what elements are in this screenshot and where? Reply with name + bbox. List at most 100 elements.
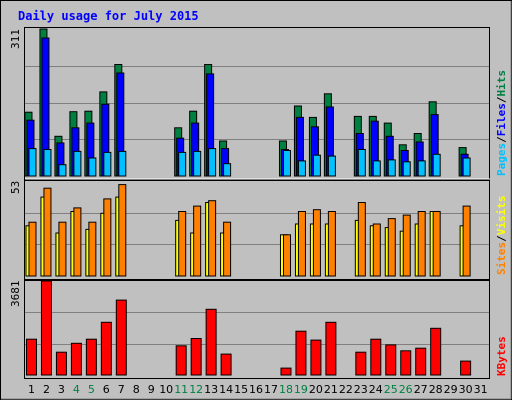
max-label-hits: 311	[9, 29, 22, 49]
legend-hits: Hits	[495, 70, 508, 97]
bar-pages-day-27	[417, 160, 426, 177]
legend-files: Files	[495, 103, 508, 136]
bar-sites-day-3	[58, 221, 67, 277]
chart-title: Daily usage for July 2015	[18, 9, 199, 23]
bar-sites-day-18	[282, 234, 291, 277]
bar-pages-day-6	[103, 151, 112, 177]
bar-kbytes-day-12	[190, 338, 202, 376]
x-label-day-6: 6	[103, 383, 110, 396]
x-label-day-22: 22	[339, 383, 353, 396]
bar-kbytes-day-4	[70, 342, 82, 376]
legend-hits-files-pages: Pages/Files/Hits	[495, 70, 508, 176]
x-label-day-2: 2	[43, 383, 50, 396]
x-label-day-12: 12	[189, 383, 203, 396]
bar-pages-day-1	[28, 148, 37, 177]
bar-sites-day-24	[372, 223, 381, 277]
bar-kbytes-day-3	[55, 351, 67, 376]
bar-pages-day-5	[88, 157, 97, 177]
bar-pages-day-24	[372, 160, 381, 177]
bar-kbytes-day-24	[370, 338, 382, 376]
legend-sites: Sites	[495, 242, 508, 275]
bar-pages-day-23	[357, 149, 366, 177]
bar-sites-day-28	[432, 211, 441, 277]
x-label-day-20: 20	[309, 383, 323, 396]
x-label-day-23: 23	[354, 383, 368, 396]
bar-sites-day-2	[43, 187, 52, 277]
x-label-day-17: 17	[264, 383, 278, 396]
bar-kbytes-day-7	[115, 299, 127, 376]
legend-sep-1: /	[495, 136, 508, 143]
legend-pages: Pages	[495, 143, 508, 176]
bar-kbytes-day-6	[100, 321, 112, 376]
bar-sites-day-12	[193, 205, 202, 277]
x-label-day-14: 14	[219, 383, 233, 396]
bar-kbytes-day-11	[175, 345, 187, 376]
x-label-day-19: 19	[294, 383, 308, 396]
bar-sites-day-21	[327, 211, 336, 277]
bar-kbytes-day-21	[325, 321, 337, 376]
bar-pages-day-30	[462, 157, 471, 177]
bar-kbytes-day-25	[385, 344, 397, 376]
bar-kbytes-day-23	[355, 351, 367, 376]
bar-sites-day-5	[88, 221, 97, 277]
x-label-day-26: 26	[399, 383, 413, 396]
legend-sep-2: /	[495, 96, 508, 103]
max-label-kbytes: 3681	[9, 281, 22, 308]
bar-pages-day-28	[432, 153, 441, 177]
bar-pages-day-3	[58, 164, 67, 177]
bar-kbytes-day-18	[280, 367, 292, 376]
bar-sites-day-26	[402, 214, 411, 277]
max-label-visits: 53	[9, 181, 22, 194]
bar-pages-day-4	[73, 150, 82, 177]
x-label-day-7: 7	[118, 383, 125, 396]
x-label-day-4: 4	[73, 383, 80, 396]
bar-kbytes-day-30	[460, 360, 472, 376]
bar-sites-day-1	[28, 221, 37, 277]
bars	[24, 28, 472, 376]
x-label-day-24: 24	[369, 383, 383, 396]
x-label-day-18: 18	[279, 383, 293, 396]
bar-pages-day-19	[297, 160, 306, 177]
bar-kbytes-day-28	[430, 327, 442, 376]
x-label-day-3: 3	[58, 383, 65, 396]
bar-pages-day-2	[43, 149, 52, 177]
bar-pages-day-21	[327, 155, 336, 177]
legend-visits: Visits	[495, 196, 508, 236]
x-label-day-9: 9	[148, 383, 155, 396]
x-label-day-5: 5	[88, 383, 95, 396]
bar-kbytes-day-26	[400, 350, 412, 376]
bar-pages-day-13	[208, 148, 217, 177]
bar-kbytes-day-2	[40, 280, 52, 376]
bar-pages-day-11	[178, 151, 187, 177]
x-label-day-28: 28	[429, 383, 443, 396]
bar-pages-day-14	[223, 163, 232, 177]
x-label-day-13: 13	[204, 383, 218, 396]
legend-visits-sites: Sites/Visits	[495, 196, 508, 276]
bar-kbytes-day-19	[295, 330, 307, 376]
x-label-day-30: 30	[459, 383, 473, 396]
bar-kbytes-day-5	[85, 338, 97, 376]
bar-sites-day-25	[387, 218, 396, 277]
bar-pages-day-18	[282, 150, 291, 177]
bar-sites-day-11	[178, 211, 187, 277]
x-label-day-1: 1	[28, 383, 35, 396]
legend-kbytes: KBytes	[495, 336, 508, 376]
bar-kbytes-day-27	[415, 347, 427, 376]
bar-sites-day-4	[73, 207, 82, 277]
bar-sites-day-20	[312, 209, 321, 277]
bar-pages-day-25	[387, 159, 396, 177]
x-label-day-11: 11	[174, 383, 188, 396]
x-label-day-16: 16	[249, 383, 263, 396]
bar-sites-day-27	[417, 211, 426, 277]
x-label-day-10: 10	[159, 383, 173, 396]
x-label-day-21: 21	[324, 383, 338, 396]
bar-sites-day-19	[297, 211, 306, 277]
legend-sep-3: /	[495, 235, 508, 242]
bar-sites-day-6	[103, 198, 112, 277]
bar-sites-day-23	[357, 202, 366, 277]
bar-pages-day-20	[312, 154, 321, 177]
bar-kbytes-day-14	[220, 353, 232, 376]
x-axis-labels: 1 2 3 4 5 6 7 8 9 10 11 12 13 14 15 16 17 18 19 20 21 22 23 24 2…	[28, 383, 488, 396]
x-label-day-25: 25	[384, 383, 398, 396]
